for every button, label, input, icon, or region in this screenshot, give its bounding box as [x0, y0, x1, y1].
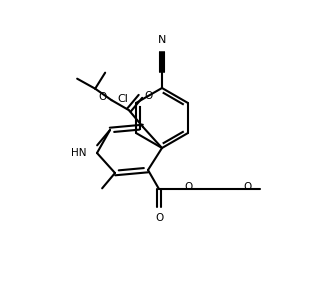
Text: O: O — [155, 213, 163, 223]
Text: N: N — [158, 35, 166, 45]
Text: O: O — [184, 182, 192, 192]
Text: HN: HN — [71, 148, 87, 158]
Text: O: O — [98, 92, 107, 102]
Text: O: O — [144, 91, 153, 101]
Text: Cl: Cl — [117, 94, 128, 104]
Text: O: O — [243, 182, 251, 192]
